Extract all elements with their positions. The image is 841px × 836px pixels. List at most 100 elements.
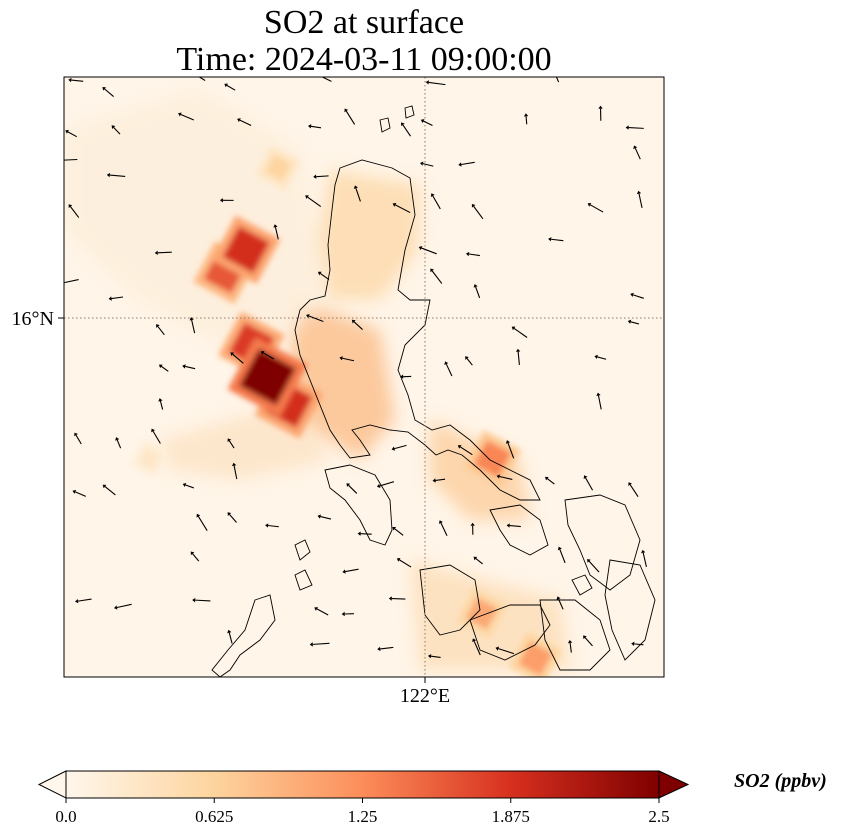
wind-arrow <box>230 352 244 364</box>
wind-arrow <box>523 113 529 125</box>
wind-arrow <box>341 611 354 617</box>
wind-arrow <box>377 646 394 652</box>
wind-arrow <box>556 596 564 610</box>
plume-luzon-north <box>318 170 420 300</box>
wind-arrow <box>309 642 330 647</box>
wind-arrow <box>158 364 169 372</box>
wind-arrow <box>189 317 196 334</box>
wind-arrow <box>473 556 483 565</box>
wind-arrow <box>430 193 441 210</box>
wind-arrow <box>401 122 411 137</box>
wind-arrow <box>627 319 640 325</box>
coast-samar <box>564 494 641 591</box>
wind-arrow <box>598 105 603 121</box>
wind-arrow <box>511 326 528 338</box>
wind-arrow <box>75 598 92 604</box>
wind-arrow <box>567 639 573 653</box>
wind-arrow <box>344 108 356 125</box>
chart-subtitle: Time: 2024-03-11 09:00:00 <box>176 41 552 78</box>
map-frame <box>63 76 665 678</box>
colorbar: 0.0 0.625 1.25 1.875 2.5 <box>37 770 690 826</box>
wind-arrow <box>353 185 361 202</box>
wind-arrow <box>227 512 237 523</box>
wind-arrow <box>308 124 322 129</box>
wind-arrow <box>465 356 473 366</box>
wind-arrow <box>273 224 279 240</box>
wind-arrow <box>74 432 82 445</box>
wind-arrow <box>596 392 602 410</box>
so2-hotspot <box>239 348 296 406</box>
colorbar-tick-label: 1.875 <box>492 807 530 826</box>
coast-palawan <box>211 594 276 677</box>
plume-central <box>290 300 395 460</box>
wind-arrow <box>472 638 481 656</box>
wind-arrow <box>495 646 515 655</box>
wind-arrow <box>111 125 121 135</box>
so2-hotspot <box>222 226 270 274</box>
wind-arrow <box>430 268 443 284</box>
wind-arrow <box>154 250 172 256</box>
wind-arrow <box>465 251 480 257</box>
coast-leyte <box>604 559 656 661</box>
y-tick-label: 16°N <box>12 308 54 330</box>
wind-arrow <box>428 654 441 659</box>
coastlines <box>211 105 656 677</box>
wind-arrow <box>438 520 448 536</box>
wind-arrow <box>224 83 236 91</box>
wind-arrow <box>555 77 560 83</box>
wind-arrow <box>317 514 332 520</box>
wind-arrow <box>636 190 643 208</box>
so2-hotspot <box>473 440 512 478</box>
coast-islet-1 <box>294 539 311 561</box>
wind-arrow <box>388 596 406 601</box>
wind-arrow <box>314 606 329 616</box>
wind-arrow <box>265 523 279 528</box>
coast-luzon <box>294 159 541 501</box>
wind-arrow <box>72 489 87 497</box>
wind-arrow <box>190 551 200 562</box>
wind-arrow <box>68 77 84 83</box>
wind-arrow <box>392 202 411 214</box>
so2-hotspot <box>265 154 292 181</box>
colorbar-label: SO2 (ppbv) <box>734 770 827 792</box>
colorbar-tick-label: 1.25 <box>348 807 378 826</box>
wind-arrow <box>471 203 484 220</box>
wind-arrow <box>544 476 555 485</box>
coast-islet-2 <box>379 117 391 133</box>
wind-arrow <box>587 202 604 213</box>
wind-arrow <box>102 484 116 496</box>
wind-arrow <box>628 482 639 497</box>
so2-hotspot <box>465 597 499 630</box>
coast-negros <box>469 604 551 661</box>
wind-arrow <box>182 364 196 370</box>
wind-arrow <box>151 428 161 444</box>
colorbar-tick-label: 0.625 <box>195 807 233 826</box>
colorbar-extend-max <box>658 770 690 799</box>
wind-arrow <box>432 478 446 483</box>
wind-arrow <box>192 597 211 603</box>
wind-vectors <box>64 77 647 659</box>
wind-arrow <box>376 481 395 489</box>
wind-arrow <box>583 635 593 647</box>
wind-arrow <box>594 354 607 360</box>
colorbar-gradient <box>65 770 660 799</box>
wind-arrow <box>457 445 473 456</box>
wind-arrow <box>156 324 165 336</box>
wind-arrow <box>515 348 521 366</box>
wind-arrow <box>68 204 80 218</box>
wind-arrow <box>219 198 234 203</box>
wind-arrow <box>630 292 644 299</box>
wind-arrow <box>557 546 566 564</box>
wind-arrow <box>418 245 437 255</box>
coast-cebu <box>539 599 611 671</box>
wind-arrow <box>351 319 363 330</box>
wind-arrow <box>420 119 433 126</box>
wind-arrow <box>587 559 600 573</box>
wind-arrow <box>317 271 330 281</box>
wind-arrow <box>396 558 412 568</box>
wind-arrow <box>305 195 322 207</box>
wind-arrow <box>227 438 235 449</box>
wind-arrow <box>625 125 644 130</box>
colorbar-extend-min <box>37 770 67 799</box>
wind-arrow <box>321 77 332 82</box>
